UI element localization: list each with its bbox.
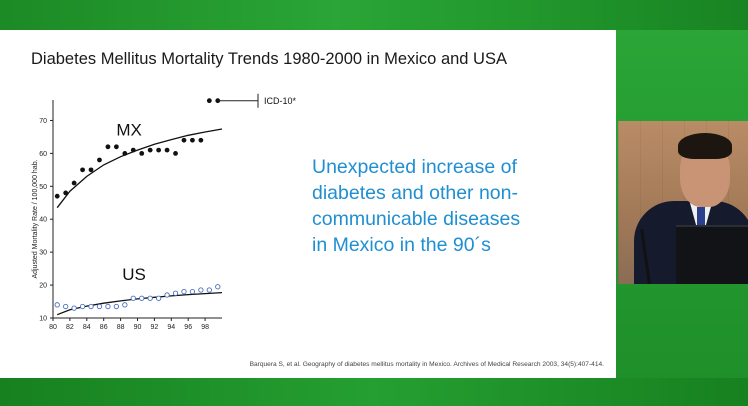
y-tick-label: 10 xyxy=(39,316,47,323)
us-data-point xyxy=(113,303,120,310)
mx-data-point xyxy=(97,157,102,163)
us-data-point xyxy=(198,287,204,293)
x-tick-label: 96 xyxy=(184,324,192,331)
y-tick-label: 50 xyxy=(39,184,47,191)
us-data-point xyxy=(172,290,179,296)
callout-line-1: Unexpected increase of xyxy=(312,156,517,178)
us-data-point xyxy=(88,303,94,310)
x-tick-label: 92 xyxy=(151,324,159,331)
x-tick-label: 84 xyxy=(83,324,91,331)
mx-data-point xyxy=(215,98,221,104)
y-tick-label: 60 xyxy=(39,151,47,158)
us-data-point xyxy=(122,302,128,308)
mx-data-point xyxy=(198,137,204,143)
us-data-point xyxy=(139,295,145,301)
us-data-point xyxy=(130,295,136,301)
us-data-point xyxy=(105,303,111,310)
y-tick-label: 30 xyxy=(39,250,47,257)
us-data-point xyxy=(189,289,196,295)
us-data-point xyxy=(164,292,170,298)
mortality-chart: 10 20 30 40 50 60 70 80 82 84 86 88 90 92 94 96 98 Adjust… xyxy=(32,93,297,331)
us-data-point xyxy=(96,303,103,310)
mx-data-point xyxy=(80,167,85,173)
x-tick-label: 88 xyxy=(117,324,125,331)
y-tick-label: 70 xyxy=(39,118,47,125)
speaker-video xyxy=(618,121,748,284)
mx-data-point xyxy=(105,144,111,150)
mx-data-point xyxy=(181,137,187,143)
us-data-point xyxy=(63,303,69,310)
us-data-point xyxy=(155,295,162,301)
callout-line-3: communicable diseases xyxy=(312,208,521,230)
mx-data-point xyxy=(173,150,178,156)
us-data-point xyxy=(147,295,153,301)
mx-data-point xyxy=(206,98,212,104)
us-series-label: US xyxy=(122,265,146,284)
callout-line-2: diabetes and other non- xyxy=(312,182,518,204)
presentation-slide: Diabetes Mellitus Mortality Trends 1980-… xyxy=(0,30,616,378)
mx-series-label: MX xyxy=(116,120,142,139)
y-tick-label: 40 xyxy=(39,217,47,224)
us-data-point xyxy=(79,303,86,310)
x-tick-label: 82 xyxy=(66,324,74,331)
us-data-point xyxy=(206,287,212,293)
mx-data-point xyxy=(164,147,170,153)
bottom-green-banner xyxy=(0,378,748,406)
mx-data-point xyxy=(139,150,145,156)
mx-data-point xyxy=(190,137,195,143)
y-tick-label: 20 xyxy=(39,283,47,290)
us-trend-line xyxy=(56,291,223,316)
mx-trend-line xyxy=(56,128,223,209)
mx-data-point xyxy=(54,193,60,199)
y-axis-label: Adjusted Mortality Rate / 100,000 hab. xyxy=(32,159,39,278)
slide-title: Diabetes Mellitus Mortality Trends 1980-… xyxy=(31,50,507,68)
citation: Barquera S, et al. Geography of diabetes… xyxy=(249,361,604,368)
mx-data-point xyxy=(130,147,136,153)
mx-data-point xyxy=(156,147,162,153)
mx-data-point xyxy=(88,167,94,173)
x-tick-label: 98 xyxy=(201,324,209,331)
us-data-point xyxy=(71,305,77,311)
us-data-point xyxy=(181,289,187,295)
mx-data-point xyxy=(122,150,128,156)
icd-annotation-label: ICD-10* xyxy=(264,96,297,106)
speaker-hair xyxy=(678,133,732,159)
mx-data-point xyxy=(113,144,119,150)
us-data-point xyxy=(54,302,60,308)
callout-line-4: in Mexico in the 90´s xyxy=(312,234,491,256)
mx-data-point xyxy=(147,147,153,153)
top-green-banner xyxy=(0,0,748,30)
us-data-point xyxy=(215,284,221,290)
callout-text: Unexpected increase of diabetes and othe… xyxy=(312,154,562,258)
x-tick-label: 86 xyxy=(100,324,108,331)
laptop-icon xyxy=(676,225,748,284)
x-tick-label: 90 xyxy=(134,324,142,331)
mx-data-point xyxy=(63,190,69,196)
mx-data-point xyxy=(71,180,77,186)
x-tick-label: 80 xyxy=(49,324,57,331)
x-tick-label: 94 xyxy=(167,324,175,331)
